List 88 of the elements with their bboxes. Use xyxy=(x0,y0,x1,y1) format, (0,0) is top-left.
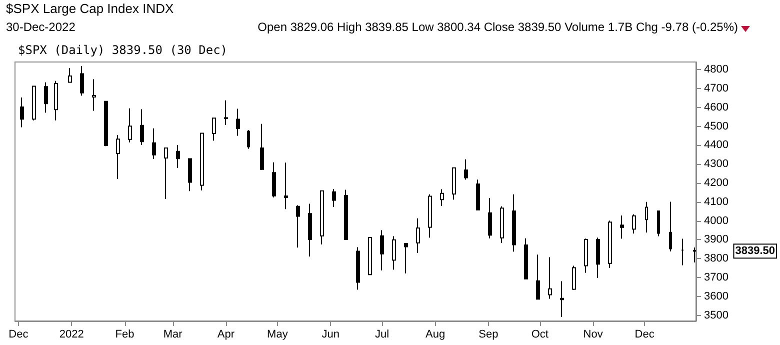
candlestick xyxy=(332,188,336,208)
candlestick xyxy=(236,108,240,136)
x-tick-label: May xyxy=(267,328,288,340)
chart-subtitle: 30-Dec-2022 xyxy=(6,20,76,34)
candlestick xyxy=(92,78,96,112)
x-tick-label: Oct xyxy=(531,328,548,340)
candlestick xyxy=(500,206,504,244)
candlestick xyxy=(488,198,492,239)
candlestick xyxy=(128,108,132,143)
candlestick xyxy=(476,179,480,211)
candlestick xyxy=(657,210,660,237)
candlestick xyxy=(548,256,552,300)
candlestick xyxy=(272,162,276,198)
candlestick xyxy=(669,201,672,252)
candlestick xyxy=(308,203,312,258)
candlestick xyxy=(524,238,528,280)
candlestick xyxy=(320,190,324,245)
candlestick xyxy=(212,117,216,142)
candlestick xyxy=(176,144,180,169)
candlestick xyxy=(620,215,624,240)
candlestick xyxy=(440,188,444,206)
candlestick xyxy=(200,132,204,191)
y-tick-label: 4800 xyxy=(704,64,728,76)
candlestick xyxy=(344,189,348,240)
text: Open 3829.06 High 3839.85 Low 3800.34 Close 3839.50 Volume 1.7B Chg -9.78 (-0.25%) xyxy=(258,20,738,34)
y-tick-label: 4000 xyxy=(704,214,728,227)
candlestick xyxy=(452,167,456,200)
x-tick-label: Aug xyxy=(425,328,446,340)
candlestick xyxy=(80,65,84,96)
x-tick-label: Sep xyxy=(478,328,498,340)
candlestick xyxy=(392,236,396,270)
y-tick-label: 3500 xyxy=(704,309,728,322)
y-tick-label: 4500 xyxy=(704,120,728,132)
candlestick xyxy=(296,204,300,248)
candlestick xyxy=(224,100,228,126)
y-tick-label: 3900 xyxy=(704,234,728,246)
candlestick xyxy=(356,246,360,290)
candlestick xyxy=(54,80,58,121)
candlestick xyxy=(68,68,72,83)
y-tick-label: 3800 xyxy=(704,252,728,265)
candlestick xyxy=(368,236,372,276)
candlestick xyxy=(512,194,516,252)
y-tick-label: 4100 xyxy=(704,196,728,208)
y-tick-label: 4300 xyxy=(704,158,728,170)
x-tick-label: Dec xyxy=(634,328,655,340)
x-tick-label: Feb xyxy=(115,328,134,340)
candlestick xyxy=(584,238,588,274)
x-tick-label: Jun xyxy=(322,328,340,340)
candlestick xyxy=(464,158,468,180)
candlestick xyxy=(140,108,144,146)
x-tick-label: Nov xyxy=(583,328,604,340)
candlestick xyxy=(681,238,684,266)
x-tick-label: Mar xyxy=(163,328,183,340)
candlestick xyxy=(536,254,540,300)
y-tick-label: 4700 xyxy=(704,82,728,94)
x-tick-label: Jul xyxy=(375,328,390,340)
candlestick xyxy=(596,237,600,278)
candlestick xyxy=(608,220,612,268)
y-tick-label: 4400 xyxy=(704,139,728,152)
candlestick xyxy=(645,201,648,234)
x-tick-label: Apr xyxy=(217,328,235,340)
candlestick xyxy=(164,148,168,200)
candlestick xyxy=(152,128,156,160)
candlestick xyxy=(188,158,192,192)
x-tick-label: Dec xyxy=(8,328,29,340)
candlestick xyxy=(632,214,636,234)
y-tick-label: 4200 xyxy=(704,176,728,189)
candlestick xyxy=(416,218,420,254)
text: 3839.50 xyxy=(735,245,775,258)
x-tick-label: 2022 xyxy=(59,328,84,340)
candlestick xyxy=(247,130,250,150)
candlestick xyxy=(32,86,36,121)
chart-title: $SPX Large Cap Index INDX xyxy=(6,1,174,16)
candlestick xyxy=(260,123,264,170)
candlestick xyxy=(116,134,120,180)
candlestick xyxy=(404,242,408,274)
candlestick xyxy=(428,194,432,238)
text: $SPX (Daily) 3839.50 (30 Dec) xyxy=(18,43,228,57)
candlestick xyxy=(104,100,108,147)
candlestick xyxy=(380,230,384,271)
candlestick xyxy=(560,280,564,318)
candlestick xyxy=(44,82,48,114)
y-tick-label: 4600 xyxy=(704,101,728,114)
y-tick-label: 3600 xyxy=(704,290,728,302)
candlestick xyxy=(284,162,288,210)
candlestick xyxy=(572,265,576,290)
y-tick-label: 3700 xyxy=(704,272,728,284)
candlestick xyxy=(20,97,24,128)
